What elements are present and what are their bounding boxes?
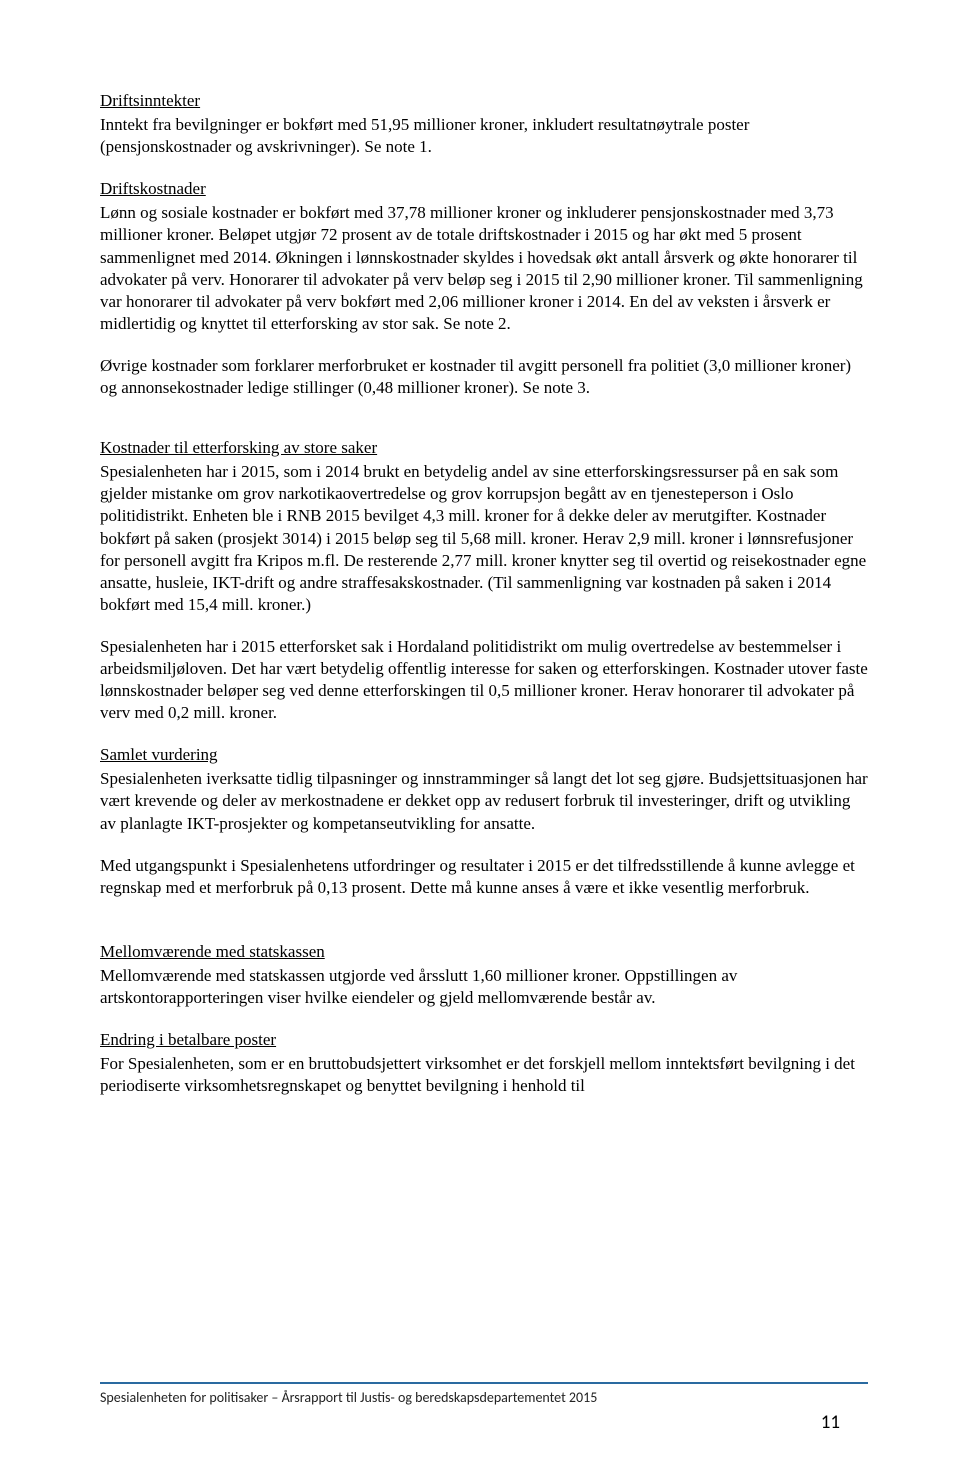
para-samlet-vurdering-1: Spesialenheten iverksatte tidlig tilpasn… <box>100 768 868 834</box>
heading-samlet-vurdering: Samlet vurdering <box>100 744 868 766</box>
heading-driftskostnader: Driftskostnader <box>100 178 868 200</box>
heading-kostnader-store-saker: Kostnader til etterforsking av store sak… <box>100 437 868 459</box>
footer-rule: Spesialenheten for politisaker – Årsrapp… <box>100 1382 868 1408</box>
document-body: Driftsinntekter Inntekt fra bevilgninger… <box>100 90 868 1097</box>
para-samlet-vurdering-2: Med utgangspunkt i Spesialenhetens utfor… <box>100 855 868 899</box>
footer-text: Spesialenheten for politisaker – Årsrapp… <box>100 1389 597 1406</box>
para-driftsinntekter: Inntekt fra bevilgninger er bokført med … <box>100 114 868 158</box>
heading-mellomvaerende: Mellomværende med statskassen <box>100 941 868 963</box>
para-endring-betalbare: For Spesialenheten, som er en bruttobuds… <box>100 1053 868 1097</box>
para-mellomvaerende: Mellomværende med statskassen utgjorde v… <box>100 965 868 1009</box>
heading-endring-betalbare: Endring i betalbare poster <box>100 1029 868 1051</box>
para-driftskostnader-2: Øvrige kostnader som forklarer merforbru… <box>100 355 868 399</box>
para-kostnader-store-saker-2: Spesialenheten har i 2015 etterforsket s… <box>100 636 868 724</box>
para-driftskostnader-1: Lønn og sosiale kostnader er bokført med… <box>100 202 868 335</box>
para-kostnader-store-saker-1: Spesialenheten har i 2015, som i 2014 br… <box>100 461 868 616</box>
heading-driftsinntekter: Driftsinntekter <box>100 90 868 112</box>
page-number: 11 <box>821 1411 840 1436</box>
